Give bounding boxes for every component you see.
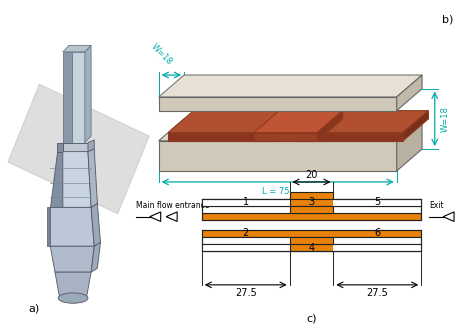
Polygon shape <box>63 45 91 52</box>
Polygon shape <box>202 244 289 251</box>
Polygon shape <box>47 207 50 246</box>
Polygon shape <box>159 75 422 97</box>
Polygon shape <box>295 133 403 141</box>
Text: c): c) <box>306 314 317 324</box>
Polygon shape <box>63 143 88 152</box>
Polygon shape <box>276 111 301 141</box>
Polygon shape <box>88 149 98 207</box>
Polygon shape <box>295 111 428 133</box>
Ellipse shape <box>58 293 88 303</box>
Text: 27.5: 27.5 <box>235 288 257 298</box>
Text: a): a) <box>28 304 40 314</box>
Polygon shape <box>333 199 421 206</box>
Text: W=18: W=18 <box>441 106 450 132</box>
Polygon shape <box>202 199 289 206</box>
Polygon shape <box>72 52 85 143</box>
Polygon shape <box>166 212 177 222</box>
Polygon shape <box>168 133 276 141</box>
Polygon shape <box>63 152 91 207</box>
Polygon shape <box>50 207 94 246</box>
Polygon shape <box>202 230 421 237</box>
Text: 6: 6 <box>374 228 380 238</box>
Polygon shape <box>202 213 421 220</box>
Polygon shape <box>397 119 422 171</box>
Polygon shape <box>289 206 333 213</box>
Polygon shape <box>443 212 454 222</box>
Polygon shape <box>57 143 63 152</box>
Text: Exit: Exit <box>429 202 444 210</box>
Polygon shape <box>403 111 428 141</box>
Polygon shape <box>159 97 397 111</box>
Polygon shape <box>202 199 421 206</box>
Polygon shape <box>91 203 100 246</box>
Text: 27.5: 27.5 <box>367 288 388 298</box>
Text: 3: 3 <box>308 197 315 207</box>
Text: 1: 1 <box>243 197 249 207</box>
Text: 2: 2 <box>243 228 249 238</box>
Polygon shape <box>289 237 333 244</box>
Polygon shape <box>254 133 317 141</box>
Polygon shape <box>50 152 63 207</box>
Polygon shape <box>150 212 161 222</box>
Text: b): b) <box>442 15 454 25</box>
Polygon shape <box>159 119 422 141</box>
Polygon shape <box>202 244 421 251</box>
Polygon shape <box>289 244 333 251</box>
Polygon shape <box>289 206 333 213</box>
Polygon shape <box>63 52 72 143</box>
Polygon shape <box>159 141 397 171</box>
Text: L = 75: L = 75 <box>262 187 290 196</box>
Polygon shape <box>333 244 421 251</box>
Polygon shape <box>289 191 333 206</box>
Polygon shape <box>91 242 100 272</box>
Text: 4: 4 <box>308 243 315 253</box>
Polygon shape <box>88 140 94 152</box>
Polygon shape <box>50 246 94 272</box>
Polygon shape <box>85 45 91 143</box>
Text: W=18: W=18 <box>149 42 174 67</box>
Polygon shape <box>202 237 421 244</box>
Text: 20: 20 <box>305 169 317 179</box>
Text: 5: 5 <box>374 197 380 207</box>
Text: Main flow entrance: Main flow entrance <box>136 202 209 210</box>
Polygon shape <box>168 111 301 133</box>
Polygon shape <box>55 272 91 298</box>
Polygon shape <box>317 111 343 141</box>
Polygon shape <box>254 111 343 133</box>
Polygon shape <box>202 206 421 213</box>
Polygon shape <box>8 84 149 214</box>
Polygon shape <box>397 75 422 111</box>
